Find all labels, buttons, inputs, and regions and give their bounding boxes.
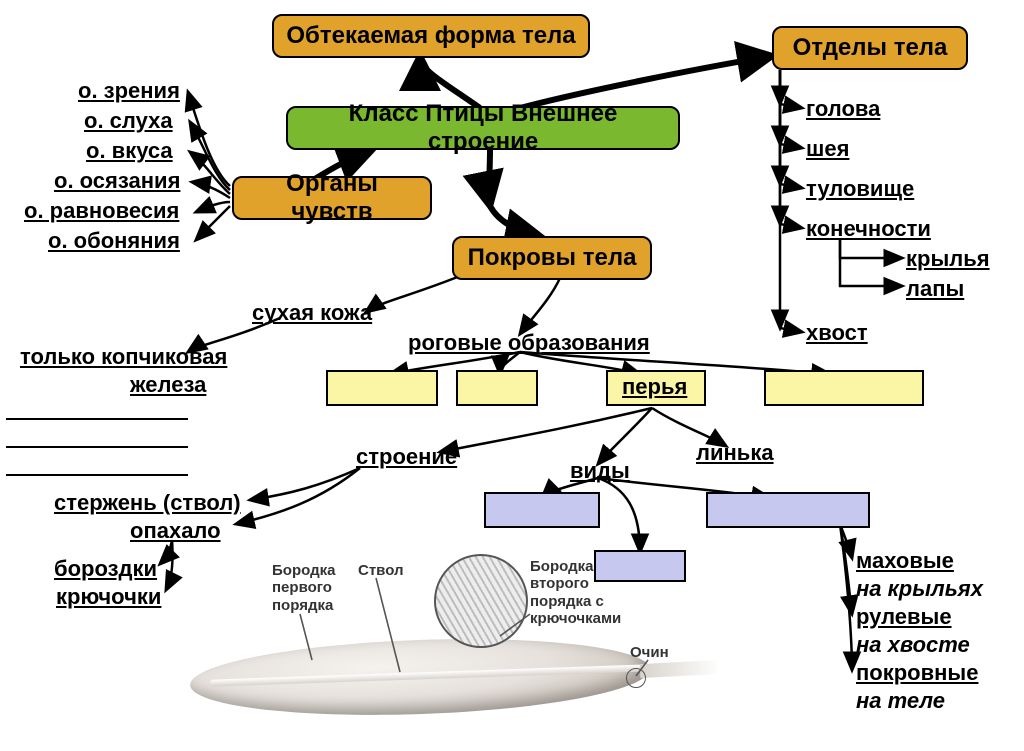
node-senses: Органы чувств xyxy=(232,176,432,220)
node-root: Класс Птицы Внешнее строение xyxy=(286,106,680,150)
list-item: лапы xyxy=(906,276,964,302)
label-feathers: перья xyxy=(622,374,687,400)
label-barb-second: Бородкавторогопорядка скрючочками xyxy=(530,558,621,627)
list-item: голова xyxy=(806,96,880,122)
node-body-parts: Отделы тела xyxy=(772,26,968,70)
list-item: стержень (ствол) xyxy=(54,490,241,516)
list-item: опахало xyxy=(130,518,221,544)
label-dry-skin: сухая кожа xyxy=(252,300,372,326)
blank-box-yellow xyxy=(456,370,538,406)
list-item: о. вкуса xyxy=(86,138,173,164)
label-shaft-small: Ствол xyxy=(358,562,404,579)
feather-type: на хвосте xyxy=(856,632,970,658)
label-ochin: Очин xyxy=(630,644,669,661)
blank-line xyxy=(6,446,188,448)
blank-box-lilac xyxy=(706,492,870,528)
list-item: о. зрения xyxy=(78,78,180,104)
list-item: крючочки xyxy=(56,584,161,610)
node-covers: Покровы тела xyxy=(452,236,652,280)
list-item: крылья xyxy=(906,246,990,272)
list-item: туловище xyxy=(806,176,914,202)
feather-type: покровные xyxy=(856,660,978,686)
label-barb-first: Бородкапервогопорядка xyxy=(272,562,335,614)
node-body-shape: Обтекаемая форма тела xyxy=(272,14,590,58)
label-gland-line2: железа xyxy=(130,372,206,398)
blank-box-yellow xyxy=(326,370,438,406)
blank-box-yellow xyxy=(764,370,924,406)
list-item: о. обоняния xyxy=(48,228,180,254)
list-item: бороздки xyxy=(54,556,157,582)
list-item: хвост xyxy=(806,320,868,346)
feather-type: на теле xyxy=(856,688,945,714)
barb-detail-circle xyxy=(434,554,528,648)
diagram-stage: Обтекаемая форма тела Отделы тела Класс … xyxy=(0,0,1024,751)
list-item: о. осязания xyxy=(54,168,180,194)
list-item: шея xyxy=(806,136,849,162)
label-gland-line1: только копчиковая xyxy=(20,344,227,370)
list-item: конечности xyxy=(806,216,931,242)
feather-type: рулевые xyxy=(856,604,952,630)
ochin-marker xyxy=(626,668,646,688)
list-item: о. равновесия xyxy=(24,198,179,224)
blank-line xyxy=(6,418,188,420)
blank-box-lilac xyxy=(484,492,600,528)
list-item: линька xyxy=(696,440,774,466)
label-horn-formations: роговые образования xyxy=(408,330,650,356)
feather-type: маховые xyxy=(856,548,954,574)
feather-quill xyxy=(640,660,721,678)
feather-type: на крыльях xyxy=(856,576,983,602)
blank-line xyxy=(6,474,188,476)
list-item: строение xyxy=(356,444,457,470)
list-item: виды xyxy=(570,458,630,484)
list-item: о. слуха xyxy=(84,108,173,134)
